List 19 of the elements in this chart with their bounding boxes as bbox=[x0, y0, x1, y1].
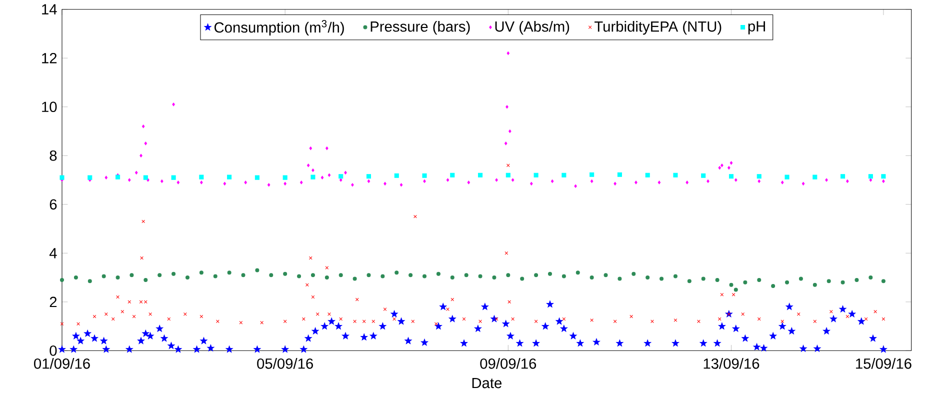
legend-label: pH bbox=[748, 21, 765, 34]
y-tick-label: 12 bbox=[42, 52, 57, 64]
y-tick-label: 6 bbox=[50, 199, 57, 210]
x-axis-title: Date bbox=[472, 378, 502, 388]
y-tick-label: 10 bbox=[42, 102, 57, 112]
legend-label: UV (Abs/m) bbox=[495, 20, 570, 35]
x-tick-label: 13/09/16 bbox=[704, 358, 760, 369]
legend-label: Pressure (bars) bbox=[370, 20, 470, 35]
x-tick-label: 05/09/16 bbox=[257, 358, 313, 369]
y-tick-label: 8 bbox=[50, 150, 57, 161]
x-tick-label: 15/09/16 bbox=[856, 358, 912, 369]
legend-label: Consumption (m$^{3}$/h) bbox=[214, 20, 344, 36]
y-tick-label: 2 bbox=[50, 296, 57, 308]
x-tick-label: 01/09/16 bbox=[34, 358, 90, 369]
legend-label: TurbidityEPA (NTU) bbox=[594, 20, 722, 35]
x-tick-label: 09/09/16 bbox=[480, 358, 536, 369]
y-tick-label: 14 bbox=[42, 4, 57, 14]
y-tick-label: 0 bbox=[50, 345, 57, 356]
y-tick-label: 4 bbox=[49, 248, 57, 258]
